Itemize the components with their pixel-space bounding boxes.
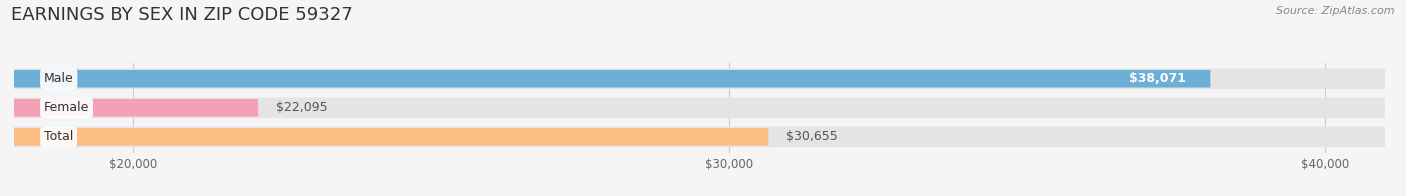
Text: $22,095: $22,095 bbox=[276, 101, 328, 114]
Text: Source: ZipAtlas.com: Source: ZipAtlas.com bbox=[1277, 6, 1395, 16]
Text: $30,655: $30,655 bbox=[786, 130, 838, 143]
Text: Total: Total bbox=[44, 130, 73, 143]
Text: $38,071: $38,071 bbox=[1129, 72, 1187, 85]
Text: Female: Female bbox=[44, 101, 89, 114]
FancyBboxPatch shape bbox=[14, 127, 1385, 147]
FancyBboxPatch shape bbox=[14, 99, 259, 117]
FancyBboxPatch shape bbox=[14, 98, 1385, 118]
Text: Male: Male bbox=[44, 72, 73, 85]
FancyBboxPatch shape bbox=[14, 70, 1211, 87]
FancyBboxPatch shape bbox=[14, 128, 768, 146]
Text: EARNINGS BY SEX IN ZIP CODE 59327: EARNINGS BY SEX IN ZIP CODE 59327 bbox=[11, 6, 353, 24]
FancyBboxPatch shape bbox=[14, 68, 1385, 89]
